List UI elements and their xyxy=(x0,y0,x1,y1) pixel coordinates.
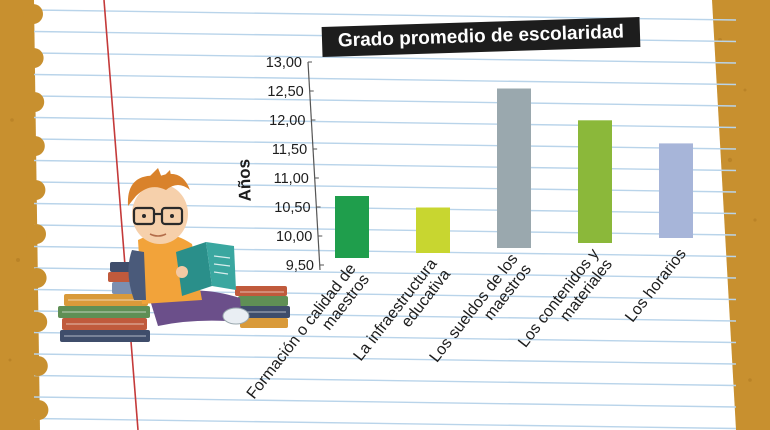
student-shoe xyxy=(222,307,250,325)
spiral-hole xyxy=(26,224,46,244)
spiral-hole xyxy=(27,356,48,376)
paper-margin-line xyxy=(103,0,139,430)
paper-rule xyxy=(33,417,737,430)
y-axis-line xyxy=(307,61,321,271)
student-glasses xyxy=(132,206,184,226)
bar xyxy=(416,207,450,253)
spiral-hole xyxy=(24,92,45,112)
spiral-holes xyxy=(23,4,49,420)
y-tick-label: 12,50 xyxy=(267,84,303,100)
y-tick-label: 10,50 xyxy=(274,200,310,216)
student-reading-on-books-icon xyxy=(58,168,290,342)
student-hair xyxy=(127,173,190,206)
paper-rule xyxy=(33,52,737,64)
y-tick-label: 9,50 xyxy=(286,258,314,274)
paper-rule xyxy=(33,353,737,365)
student-book-right xyxy=(206,242,236,290)
bar xyxy=(659,143,693,238)
spiral-hole xyxy=(23,4,43,24)
y-tick-label: 11,50 xyxy=(272,142,307,158)
paper-rule xyxy=(33,159,737,172)
spiral-hole xyxy=(27,312,48,332)
spiral-hole xyxy=(23,48,44,68)
paper-rule xyxy=(33,396,737,408)
bar xyxy=(335,196,369,258)
student-backpack xyxy=(128,250,146,300)
y-tick-label: 13,00 xyxy=(266,55,302,71)
spiral-hole xyxy=(25,180,46,200)
paper-rule xyxy=(33,310,737,322)
y-tick-label: 12,00 xyxy=(269,113,305,129)
paper-rule xyxy=(33,138,737,150)
bar xyxy=(578,120,612,243)
paper-rule xyxy=(33,95,737,107)
spiral-hole xyxy=(26,268,47,288)
y-tick-label: 11,00 xyxy=(274,171,309,187)
bars xyxy=(335,88,693,258)
paper-rule xyxy=(33,116,737,129)
student-book-left xyxy=(176,242,212,296)
spiral-hole xyxy=(28,400,49,420)
paper-rule xyxy=(33,331,737,344)
bar xyxy=(497,88,531,248)
y-tick-label: 10,00 xyxy=(276,229,312,245)
paper-rule xyxy=(33,374,737,387)
y-axis-ticks: 13,00 12,50 12,00 11,50 11,00 10,50 10,00 9,50 xyxy=(266,55,324,274)
chart-title: Grado promedio de escolaridad xyxy=(337,21,625,52)
notebook-paper xyxy=(23,0,737,430)
paper-rule xyxy=(33,73,737,86)
y-axis-label: Años xyxy=(234,159,254,202)
spiral-hole xyxy=(24,136,45,156)
